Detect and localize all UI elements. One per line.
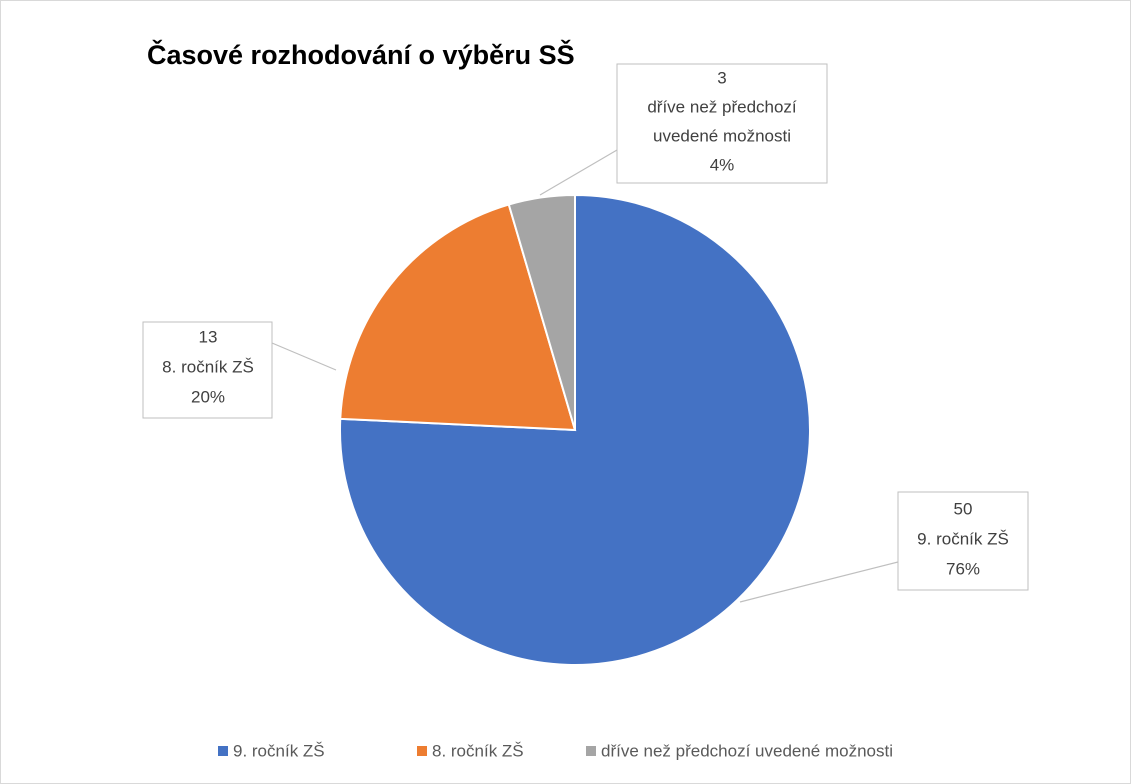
data-label: 4% bbox=[710, 155, 735, 174]
pie-slice bbox=[339, 203, 577, 432]
data-label: dříve než předchozí bbox=[647, 97, 797, 116]
legend-swatch bbox=[417, 746, 427, 756]
data-label: 9. ročník ZŠ bbox=[917, 529, 1009, 548]
legend-swatch bbox=[218, 746, 228, 756]
legend-label: 8. ročník ZŠ bbox=[432, 741, 524, 760]
pie bbox=[339, 193, 811, 666]
legend-swatch bbox=[586, 746, 596, 756]
data-label: 13 bbox=[199, 327, 218, 346]
data-label: 3 bbox=[717, 68, 726, 87]
legend-label: 9. ročník ZŠ bbox=[233, 741, 325, 760]
pie-slice bbox=[507, 193, 576, 431]
label-box bbox=[142, 321, 273, 419]
legend-label: dříve než předchozí uvedené možnosti bbox=[601, 741, 893, 760]
leader-line bbox=[739, 561, 899, 603]
data-label: 20% bbox=[191, 387, 225, 406]
leader-line bbox=[539, 149, 618, 196]
data-label: 8. ročník ZŠ bbox=[162, 357, 254, 376]
data-label: uvedené možnosti bbox=[653, 126, 791, 145]
chart-title: Časové rozhodování o výběru SŠ bbox=[147, 39, 575, 70]
data-label: 76% bbox=[946, 559, 980, 578]
label-box bbox=[616, 63, 828, 184]
label-box bbox=[897, 491, 1029, 591]
data-label: 50 bbox=[954, 499, 973, 518]
leader-line bbox=[271, 342, 337, 371]
